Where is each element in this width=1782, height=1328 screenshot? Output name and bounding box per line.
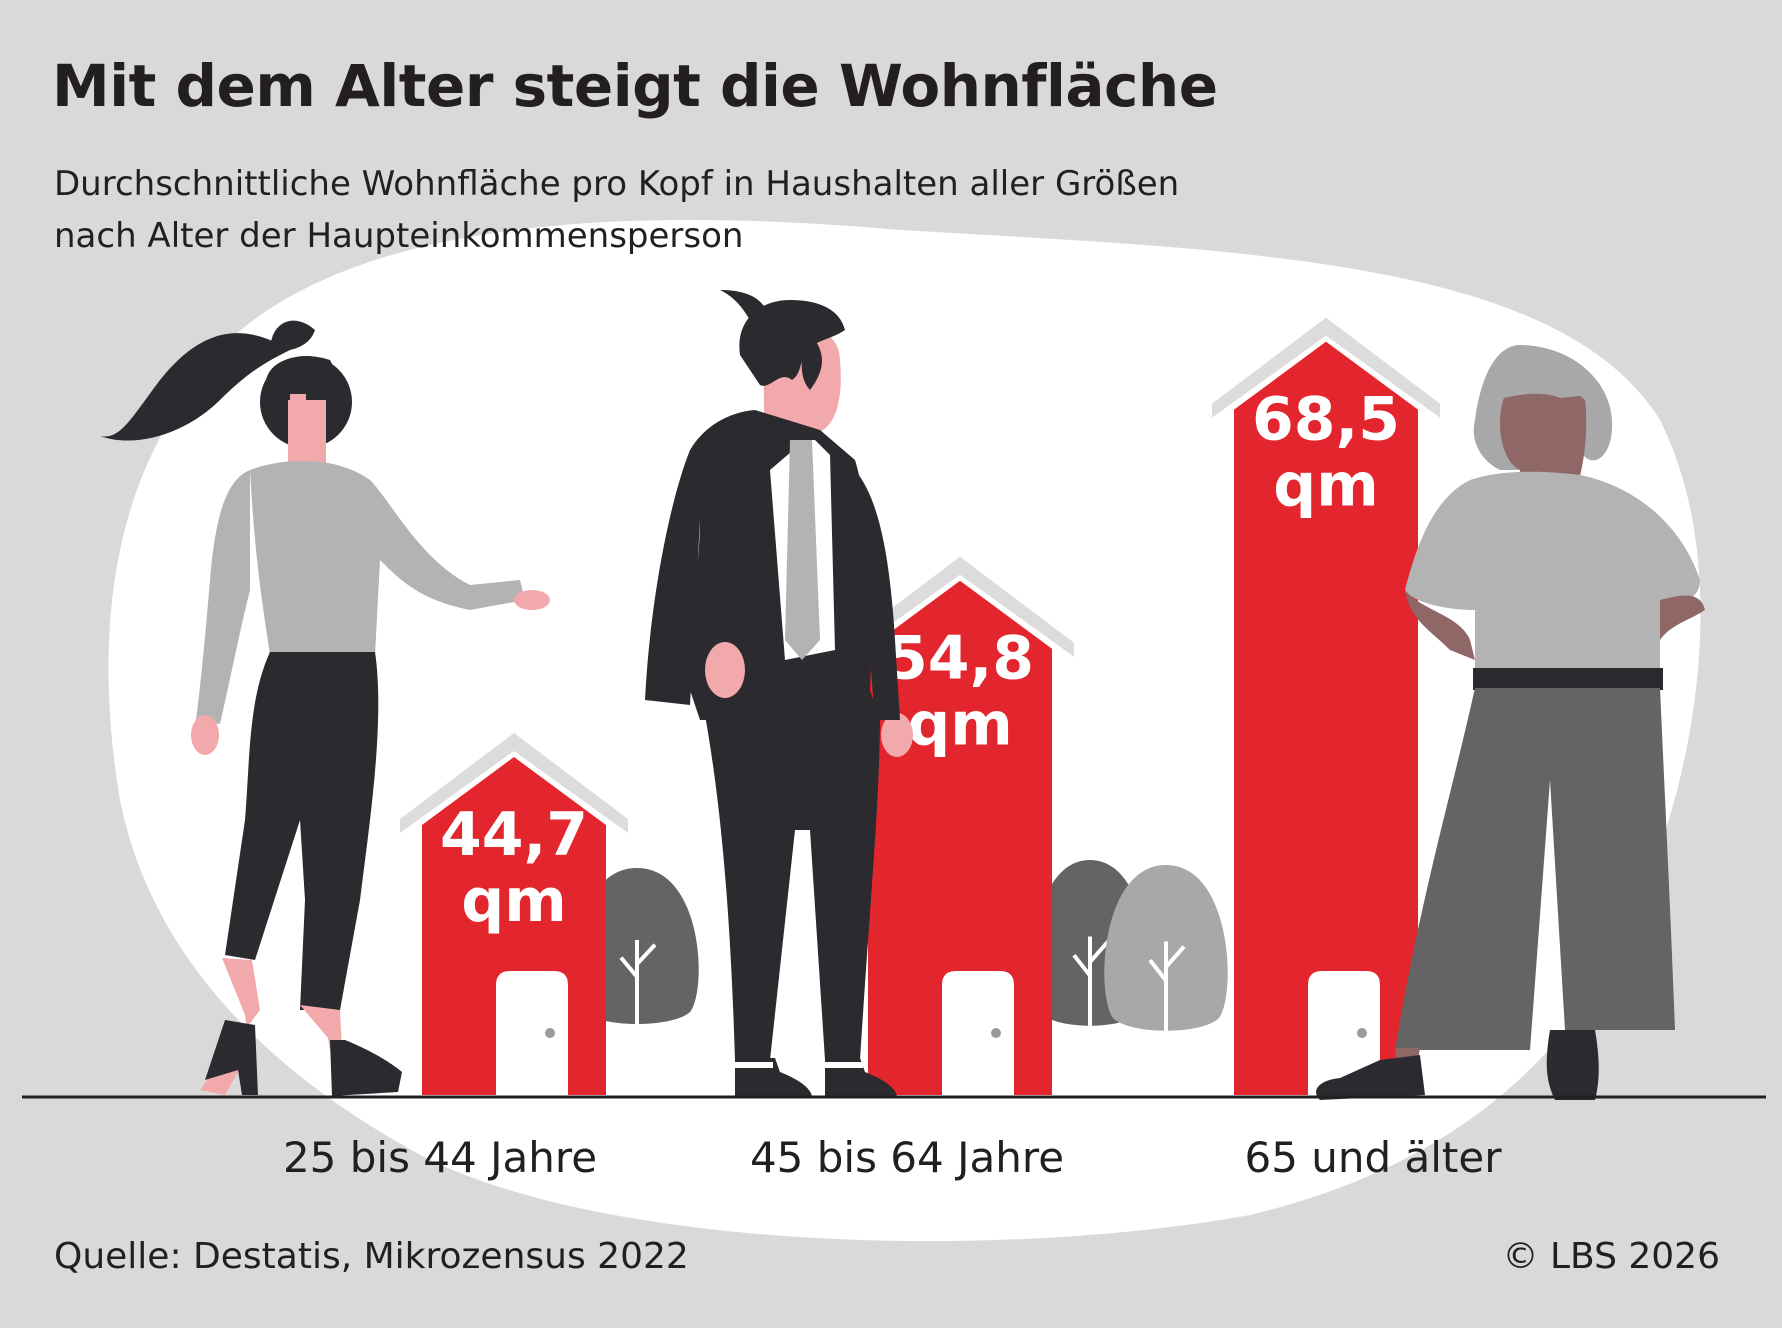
- category-labels: 25 bis 44 Jahre 45 bis 64 Jahre 65 und ält…: [283, 1133, 1502, 1182]
- house-door: [1308, 971, 1380, 1095]
- subtitle-line-1: Durchschnittliche Wohnfläche pro Kopf in…: [54, 164, 1180, 204]
- house-bar-3: 68,5qm: [1212, 317, 1440, 1095]
- unit-label: qm: [1273, 451, 1378, 521]
- door-knob: [991, 1028, 1001, 1038]
- door-knob: [545, 1028, 555, 1038]
- man-figure: [645, 290, 913, 1096]
- source-note: Quelle: Destatis, Mikrozensus 2022: [54, 1236, 689, 1277]
- house-door: [496, 971, 568, 1095]
- value-label: 44,7: [440, 800, 588, 870]
- house-body: [1234, 341, 1418, 1095]
- house-door: [942, 971, 1014, 1095]
- tree: [575, 868, 699, 1095]
- category-label: 25 bis 44 Jahre: [283, 1133, 597, 1182]
- chart-title: Mit dem Alter steigt die Wohnfläche: [52, 52, 1218, 120]
- category-label: 65 und älter: [1244, 1133, 1502, 1182]
- house-body: [868, 580, 1052, 1095]
- door-knob: [1357, 1028, 1367, 1038]
- woman-figure: [100, 320, 550, 1096]
- subtitle-line-2: nach Alter der Haupteinkommensperson: [54, 216, 744, 256]
- house-bar-1: 44,7qm: [400, 732, 628, 1095]
- unit-label: qm: [907, 690, 1012, 760]
- value-label: 68,5: [1252, 385, 1400, 455]
- trees: [575, 860, 1228, 1095]
- copyright-note: © LBS 2026: [1502, 1236, 1720, 1277]
- senior-woman-figure: [1316, 345, 1705, 1100]
- unit-label: qm: [461, 866, 566, 936]
- value-label: 54,8: [886, 624, 1034, 694]
- tree: [1104, 865, 1228, 1095]
- category-label: 45 bis 64 Jahre: [750, 1133, 1064, 1182]
- chart-subtitle: Durchschnittliche Wohnfläche pro Kopf in…: [54, 158, 1454, 262]
- house-bar-2: 54,8qm: [846, 556, 1074, 1095]
